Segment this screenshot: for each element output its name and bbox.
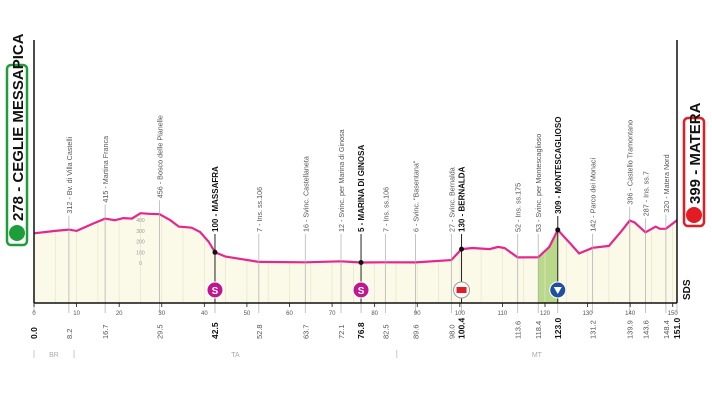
km-tick-label: 0 bbox=[32, 311, 36, 317]
waypoint-dot bbox=[358, 259, 364, 265]
finish-flag-icon bbox=[686, 207, 702, 223]
finish-label: 399 - MATERA bbox=[687, 102, 704, 204]
distance-label: 148.4 bbox=[662, 320, 671, 339]
distance-label: 52.8 bbox=[255, 324, 264, 339]
km-tick-label: 70 bbox=[329, 311, 336, 317]
km-tick-label: 60 bbox=[286, 311, 293, 317]
distance-label: 63.7 bbox=[301, 324, 310, 339]
distance-label: 100.4 bbox=[457, 317, 467, 339]
waypoint-label: 142 - Parco dei Monaci bbox=[589, 157, 598, 231]
km-tick-label: 110 bbox=[498, 311, 508, 317]
waypoint-label: 100 - MASSAFRA bbox=[211, 166, 220, 232]
distance-label: 143.6 bbox=[641, 320, 650, 339]
km-tick-label: 10 bbox=[73, 311, 80, 317]
region-label: TA bbox=[231, 352, 240, 359]
km-tick-label: 40 bbox=[201, 311, 208, 317]
waypoint-label: 53 - Svinc. per Montescaglioso bbox=[534, 134, 543, 232]
waypoint-label: 5 - MARINA DI GINOSA bbox=[357, 145, 366, 232]
region-label: BR bbox=[49, 352, 59, 359]
profile-area bbox=[34, 213, 677, 303]
waypoint-label: 320 - Matera Nord bbox=[662, 154, 671, 212]
waypoint-label: 130 - BERNALDA bbox=[458, 166, 467, 232]
kom-icon-glyph bbox=[553, 287, 562, 294]
sprint-icon bbox=[352, 281, 370, 299]
distance-label: 98.0 bbox=[447, 324, 456, 339]
sprint-icon bbox=[206, 281, 224, 299]
waypoint-label: 6 - Svinc. "Basentana" bbox=[412, 160, 421, 232]
waypoint-label: 456 - Bosco delle Pianelle bbox=[156, 115, 165, 198]
distance-label: 29.5 bbox=[156, 324, 165, 339]
distance-label: 113.6 bbox=[514, 321, 523, 339]
finish-badge: 399 - MATERA bbox=[682, 102, 706, 228]
distance-label: 139.9 bbox=[626, 320, 635, 339]
cycling-icon bbox=[9, 225, 25, 241]
km-tick-label: 150 bbox=[668, 311, 679, 317]
sprint-icon-glyph: S bbox=[358, 286, 365, 297]
waypoint-label: 7 - Ins. ss.106 bbox=[381, 187, 390, 232]
waypoint-dot bbox=[555, 227, 561, 233]
elevation-tick-label: 400 bbox=[136, 218, 145, 224]
km-tick-label: 30 bbox=[158, 311, 165, 317]
distance-label: 131.2 bbox=[589, 320, 598, 339]
distance-label: 123.0 bbox=[553, 317, 563, 339]
waypoint-label: 396 - Castello Tramontano bbox=[626, 120, 635, 205]
km-tick-label: 100 bbox=[455, 311, 466, 317]
waypoint-label: 7 - Ins. ss.106 bbox=[255, 187, 264, 232]
start-label: 278 - CEGLIE MESSAPICA bbox=[10, 33, 27, 221]
distance-label: 72.1 bbox=[337, 324, 346, 339]
sprint-icon-glyph: S bbox=[212, 286, 219, 297]
waypoint-label: 309 - MONTESCAGLIOSO bbox=[554, 117, 563, 214]
distance-label: 89.6 bbox=[412, 324, 421, 339]
elevation-tick-label: 100 bbox=[136, 250, 145, 256]
distance-label: 118.4 bbox=[534, 321, 543, 339]
region-label: MT bbox=[532, 352, 543, 359]
waypoint-label: 52 - Ins. ss.175 bbox=[514, 183, 523, 232]
distance-label: 42.5 bbox=[210, 322, 220, 339]
km-tick-label: 20 bbox=[116, 311, 123, 317]
elevation-tick-label: 300 bbox=[136, 229, 145, 235]
waypoint-dot bbox=[459, 246, 465, 252]
waypoint-label: 16 - Svinc. Castellaneta bbox=[301, 156, 310, 232]
distance-label: 151.0 bbox=[672, 317, 682, 339]
distance-label: 16.7 bbox=[101, 324, 110, 339]
distance-label: 8.2 bbox=[65, 329, 74, 339]
elevation-tick-label: 0 bbox=[139, 261, 142, 267]
distance-label: 0.0 bbox=[29, 327, 39, 339]
km-tick-label: 90 bbox=[414, 311, 421, 317]
km-tick-label: 130 bbox=[583, 311, 594, 317]
sds-logo: SDS bbox=[682, 279, 693, 300]
start-badge: 278 - CEGLIE MESSAPICA bbox=[5, 33, 29, 247]
km-tick-label: 140 bbox=[625, 311, 636, 317]
red-bull-icon-glyph bbox=[456, 287, 467, 293]
km-tick-label: 80 bbox=[371, 311, 378, 317]
waypoint-label: 415 - Martina Franca bbox=[101, 136, 110, 203]
waypoint-label: 312 - Bv. di Villa Castelli bbox=[65, 136, 74, 213]
waypoint-label: 287 - Ins. ss.7 bbox=[641, 171, 650, 216]
waypoint-label: 27 - Svinc. Bernalda bbox=[447, 167, 456, 232]
km-tick-label: 50 bbox=[244, 311, 251, 317]
waypoint-dot bbox=[212, 249, 218, 255]
waypoint-label: 12 - Svinc. per Marina di Ginosa bbox=[337, 129, 346, 232]
km-tick-label: 120 bbox=[540, 311, 551, 317]
elevation-tick-label: 200 bbox=[136, 240, 145, 246]
distance-label: 76.8 bbox=[356, 322, 366, 339]
distance-label: 82.5 bbox=[381, 324, 390, 339]
